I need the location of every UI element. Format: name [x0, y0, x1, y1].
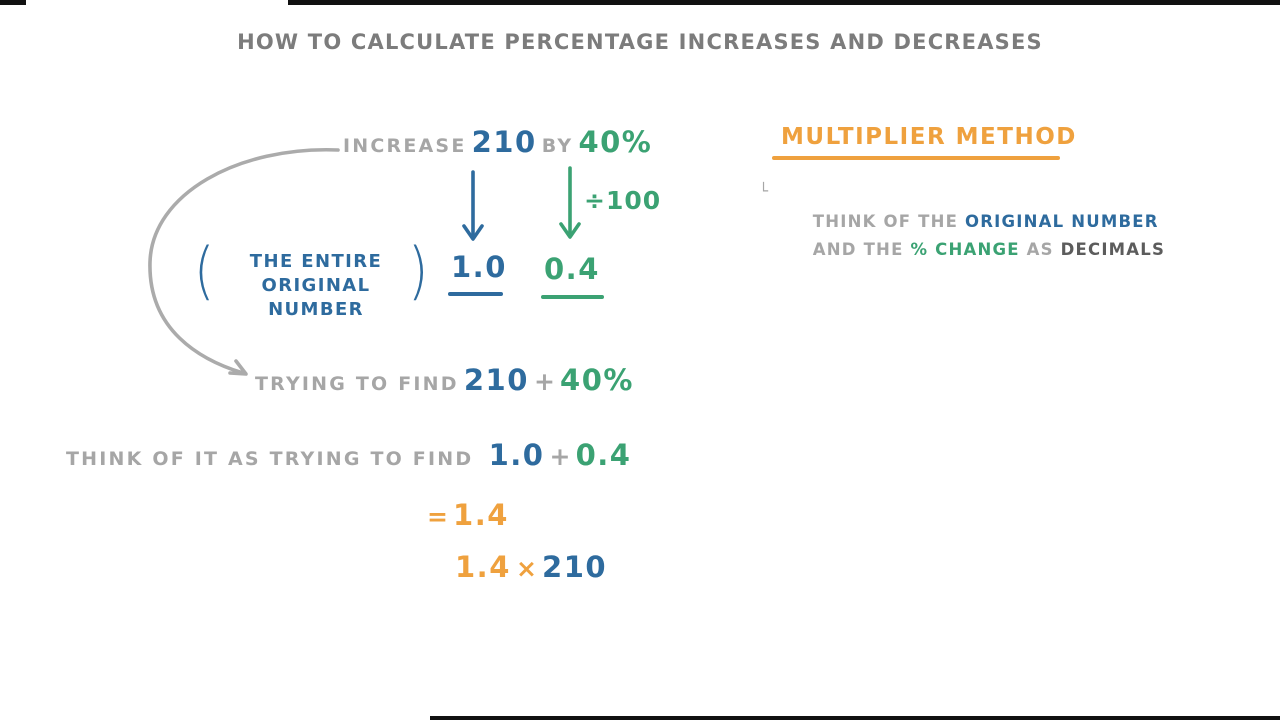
trying-percent: 40%	[560, 363, 634, 397]
final-multiplier: 1.4	[455, 550, 511, 584]
note2-gray-text-a: AND THE	[812, 240, 911, 259]
page-title: HOW TO CALCULATE PERCENTAGE INCREASES AN…	[237, 30, 1043, 54]
top-left-frame-bar	[0, 0, 26, 5]
paren-note-line1: THE ENTIRE	[249, 251, 383, 272]
note1-original-number: ORIGINAL NUMBER	[965, 212, 1159, 231]
plus-operator: +	[533, 367, 555, 396]
open-paren: (	[193, 234, 215, 307]
note1-gray-text: THINK OF THE	[812, 212, 966, 231]
think-a: 1.0	[488, 438, 545, 472]
note2-percent-change: % CHANGE	[910, 240, 1020, 259]
percent-underline	[541, 295, 604, 299]
think-line: THINK OF IT AS TRYING TO FIND 1.0 + 0.4	[66, 438, 631, 472]
percent-value: 40%	[578, 125, 653, 159]
final-number: 210	[542, 550, 608, 584]
result-value: 1.4	[453, 498, 509, 532]
heading-underline	[772, 156, 1060, 160]
note2-decimals: DECIMALS	[1060, 240, 1166, 259]
method-note-line2: AND THE % CHANGE AS DECIMALS	[785, 208, 1165, 292]
trying-number: 210	[463, 363, 529, 397]
method-note-line1: THINK OF THE ORIGINAL NUMBER	[785, 180, 1159, 264]
by-label: BY	[541, 135, 574, 157]
close-paren: )	[407, 234, 429, 307]
trying-line: TRYING TO FIND 210 + 40%	[255, 363, 634, 397]
times-operator: ×	[515, 554, 537, 583]
whole-as-decimal: 1.0	[451, 250, 507, 284]
result-line: = 1.4	[427, 498, 509, 532]
corner-bullet-icon: └	[759, 182, 769, 200]
green-down-arrow-icon	[559, 166, 581, 239]
note2-gray-text-b: AS	[1019, 240, 1061, 259]
equals-operator: =	[427, 502, 448, 531]
think-b: 0.4	[575, 438, 632, 472]
paren-note-line2: ORIGINAL NUMBER	[261, 275, 371, 320]
original-number: 210	[471, 125, 537, 159]
blue-down-arrow-icon	[462, 170, 484, 241]
bottom-frame-bar	[430, 716, 1280, 720]
think-plus-operator: +	[549, 442, 571, 471]
increase-line: INCREASE 210 BY 40%	[343, 125, 652, 159]
whole-underline	[448, 292, 503, 296]
multiplier-method-heading: MULTIPLIER METHOD	[781, 124, 1077, 150]
think-label: THINK OF IT AS TRYING TO FIND	[66, 448, 474, 470]
top-frame-bar	[288, 0, 1280, 5]
increase-label: INCREASE	[343, 135, 467, 157]
percent-as-decimal: 0.4	[544, 252, 600, 286]
paren-note: THE ENTIRE ORIGINAL NUMBER	[224, 250, 408, 322]
final-line: 1.4 × 210	[455, 550, 607, 584]
trying-label: TRYING TO FIND	[255, 373, 459, 395]
divide-by-100-label: ÷100	[584, 186, 662, 215]
